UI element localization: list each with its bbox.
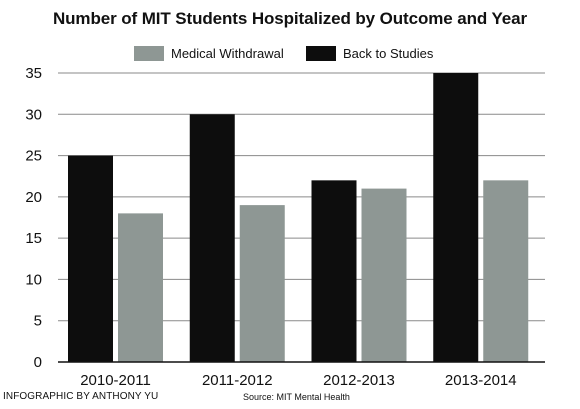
bar-medical-withdrawal-2011-2012 <box>239 205 285 362</box>
x-tick-label-2011-2012: 2011-2012 <box>202 372 273 389</box>
bar-back-to-studies-2013-2014 <box>433 73 479 362</box>
bar-back-to-studies-2012-2013 <box>311 180 357 362</box>
infographic-credit: INFOGRAPHIC BY ANTHONY YU <box>3 391 159 402</box>
legend-item-medical-withdrawal: Medical Withdrawal <box>134 43 284 63</box>
y-tick-label-5: 5 <box>34 313 42 330</box>
y-tick-label-0: 0 <box>34 354 42 371</box>
chart-title: Number of MIT Students Hospitalized by O… <box>52 9 528 28</box>
y-tick-label-10: 10 <box>25 271 42 288</box>
legend: Medical Withdrawal Back to Studies <box>0 43 580 63</box>
y-tick-label-35: 35 <box>25 65 42 82</box>
source-note: Source: MIT Mental Health <box>243 392 350 402</box>
legend-label-back-to-studies: Back to Studies <box>343 45 434 61</box>
x-tick-label-2013-2014: 2013-2014 <box>445 372 517 389</box>
legend-label-medical-withdrawal: Medical Withdrawal <box>171 45 284 61</box>
bar-medical-withdrawal-2012-2013 <box>361 188 407 362</box>
y-tick-label-20: 20 <box>25 189 42 206</box>
legend-swatch-back-to-studies <box>306 45 336 61</box>
x-tick-label-2010-2011: 2010-2011 <box>80 372 151 389</box>
y-tick-label-15: 15 <box>25 230 42 247</box>
y-tick-label-30: 30 <box>25 106 42 123</box>
x-tick-label-2012-2013: 2012-2013 <box>323 372 395 389</box>
legend-swatch-medical-withdrawal <box>134 45 164 61</box>
legend-item-back-to-studies: Back to Studies <box>306 43 433 63</box>
bar-medical-withdrawal-2013-2014 <box>483 180 529 362</box>
bar-back-to-studies-2010-2011 <box>68 155 113 362</box>
y-tick-label-25: 25 <box>25 148 42 165</box>
bar-medical-withdrawal-2010-2011 <box>118 213 163 362</box>
bar-back-to-studies-2011-2012 <box>189 114 235 363</box>
